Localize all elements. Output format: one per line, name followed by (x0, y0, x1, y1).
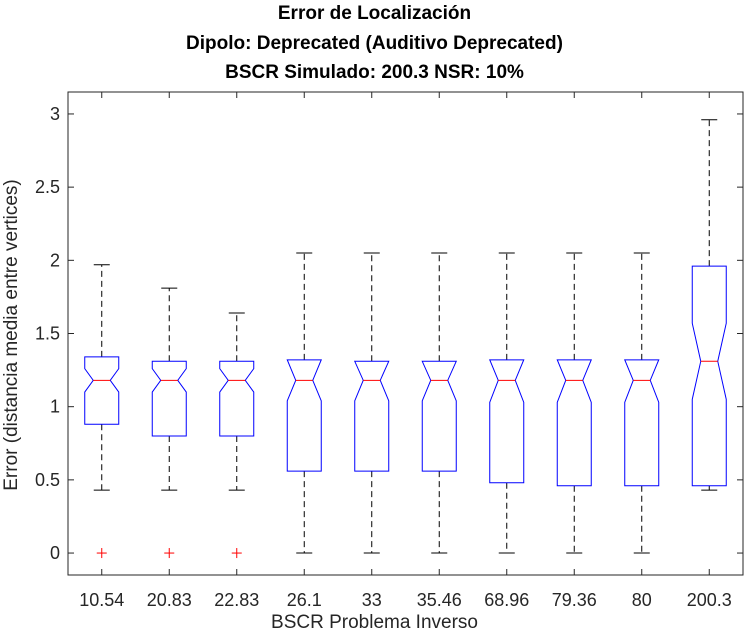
x-tick-label: 79.36 (552, 590, 597, 610)
box-group (151, 287, 187, 559)
box-group (286, 252, 322, 554)
y-tick-label: 1 (50, 397, 60, 417)
y-tick-label: 2.5 (35, 177, 60, 197)
box-group (84, 264, 120, 559)
box-body (353, 360, 390, 472)
x-tick-label: 26.1 (287, 590, 322, 610)
box-body (691, 265, 727, 487)
plot-area-frame (67, 91, 744, 576)
chart-title-line-3: BSCR Simulado: 200.3 NSR: 10% (225, 62, 524, 83)
x-tick-label: 22.83 (214, 590, 259, 610)
box-body (219, 360, 255, 437)
box-body (286, 359, 322, 472)
box-group (556, 252, 592, 554)
x-axis-label: BSCR Problema Inverso (271, 612, 478, 633)
box-group (691, 119, 727, 491)
box-group (421, 252, 458, 554)
box-group (353, 252, 390, 554)
chart-title-line-2: Dipolo: Deprecated (Auditivo Deprecated) (186, 33, 563, 54)
y-axis-label: Error (distancia media entre vertices) (1, 179, 22, 491)
y-tick-label: 3 (50, 104, 60, 124)
box-body (84, 356, 120, 425)
x-tick-label: 20.83 (147, 590, 192, 610)
y-tick-label: 2 (50, 250, 60, 270)
chart-title-line-1: Error de Localización (277, 3, 472, 24)
x-tick-label: 68.96 (484, 590, 529, 610)
y-tick-label: 0 (50, 543, 60, 563)
x-tick-label: 33 (362, 590, 382, 610)
box-group (219, 312, 255, 559)
box-body (624, 359, 660, 487)
x-tick-label: 80 (632, 590, 652, 610)
box-body (489, 359, 525, 484)
box-group (624, 252, 660, 554)
x-tick-label: 10.54 (79, 590, 124, 610)
y-tick-label: 0.5 (35, 470, 60, 490)
y-tick-label: 1.5 (35, 324, 60, 344)
box-body (421, 360, 458, 472)
box-body (151, 360, 187, 437)
box-body (556, 359, 592, 487)
x-tick-label: 35.46 (417, 590, 462, 610)
x-tick-label: 200.3 (687, 590, 732, 610)
box-group (489, 252, 525, 554)
